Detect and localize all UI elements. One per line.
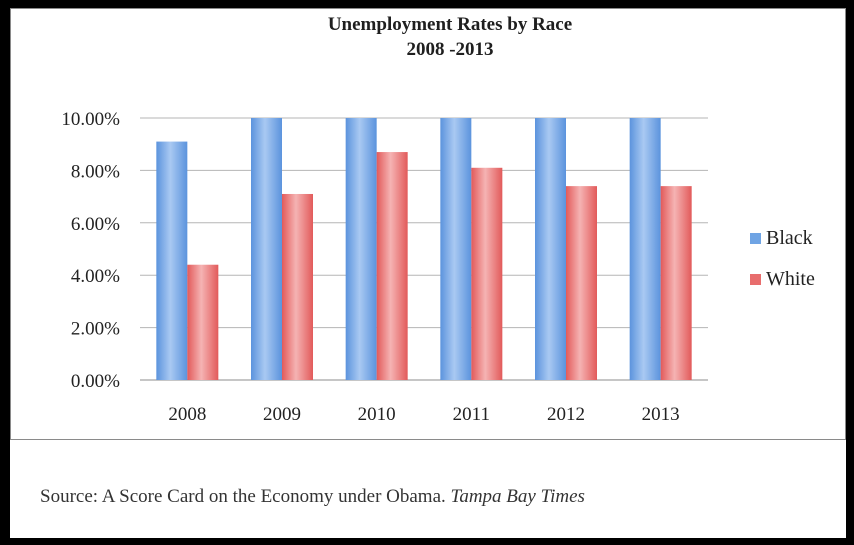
bar-white-2013 xyxy=(660,186,692,380)
bar-black-2009 xyxy=(251,118,282,380)
x-tick-label: 2012 xyxy=(547,404,585,425)
x-tick-label: 2009 xyxy=(263,404,301,425)
bar-black-2010 xyxy=(345,118,377,380)
legend-swatch-white xyxy=(750,274,761,285)
x-tick-label: 2011 xyxy=(453,404,490,425)
chart-subtitle: 2008 -2013 xyxy=(406,39,494,60)
y-tick-label: 10.00% xyxy=(61,109,120,130)
x-tick-label: 2010 xyxy=(358,404,396,425)
y-tick-label: 0.00% xyxy=(71,371,120,392)
y-tick-label: 6.00% xyxy=(71,214,120,235)
source-note: Source: A Score Card on the Economy unde… xyxy=(40,486,585,508)
bar-white-2009 xyxy=(282,193,313,380)
legend-label-black: Black xyxy=(766,227,813,249)
chart-title: Unemployment Rates by Race xyxy=(327,14,573,35)
y-tick-label: 4.00% xyxy=(71,266,120,287)
bar-black-2012 xyxy=(535,118,566,380)
y-tick-labels: 0.00% 2.00% 4.00% 6.00% 8.00% 10.00% xyxy=(61,109,120,392)
y-tick-label: 2.00% xyxy=(71,319,120,340)
source-publication: Tampa Bay Times xyxy=(450,486,585,507)
bar-chart: 0.00% 2.00% 4.00% 6.00% 8.00% 10.00% 2008 2009… xyxy=(61,109,815,425)
chart-area xyxy=(10,8,846,440)
x-tick-label: 2013 xyxy=(642,404,680,425)
legend-swatch-black xyxy=(750,233,761,244)
source-text: Source: A Score Card on the Economy unde… xyxy=(40,486,446,507)
bar-black-2013 xyxy=(629,118,661,380)
gridlines xyxy=(140,117,708,381)
bar-white-2012 xyxy=(566,186,597,380)
chart-title-block: Unemployment Rates by Race 2008 -2013 xyxy=(0,12,854,62)
bar-white-2008 xyxy=(187,264,219,380)
bar-white-2011 xyxy=(471,167,503,380)
legend: Black White xyxy=(750,227,815,290)
legend-label-white: White xyxy=(766,268,815,290)
y-tick-label: 8.00% xyxy=(71,161,120,182)
bars xyxy=(156,118,692,380)
bar-white-2010 xyxy=(376,152,408,380)
x-tick-label: 2008 xyxy=(168,404,206,425)
bar-black-2011 xyxy=(440,118,472,380)
x-tick-labels: 2008 2009 2010 2011 2012 2013 xyxy=(168,404,679,425)
bar-black-2008 xyxy=(156,141,188,380)
